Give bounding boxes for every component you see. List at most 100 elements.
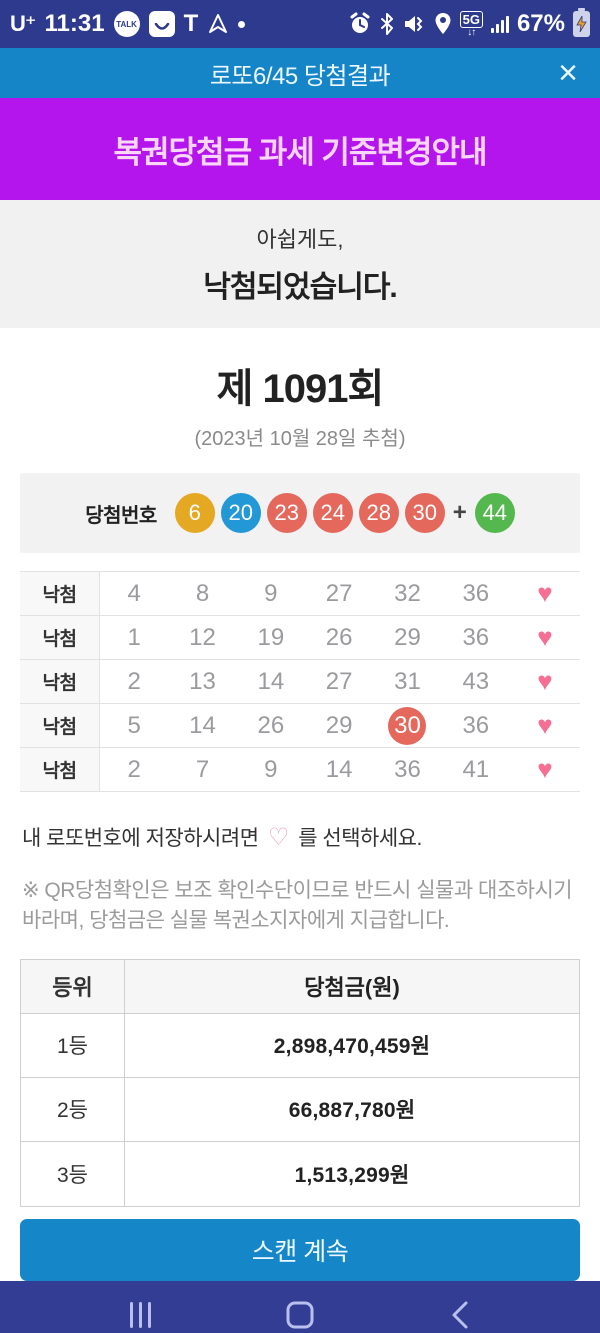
prize-amount: 2,898,470,459원 [273,1035,431,1059]
save-hint-text: 내 로또번호에 저장하시려면 ♡ 를 선택하세요. [22,822,578,852]
ticket-number: 32 [394,579,421,607]
winning-ball-1: 6 [174,493,215,533]
prize-rank: 1등 [21,1013,125,1077]
page-title: 로또6/45 당첨결과 [209,62,391,90]
ticket-row-4: 낙첨 5 14 26 29 30 36 ♥ [20,704,580,748]
ticket-number: 13 [189,667,216,695]
ticket-result-label: 낙첨 [20,660,100,703]
prize-row-1: 1등 2,898,470,459원 [21,1013,579,1078]
status-time: 11:31 [44,10,105,37]
winning-numbers-label: 당첨번호 [85,504,157,527]
ticket-number: 43 [462,667,490,695]
save-heart-button-4[interactable]: ♥ [537,710,553,740]
ticket-number: 1 [127,623,141,651]
5g-network-icon: 5G ↓↑ [459,10,483,38]
scan-continue-button[interactable]: 스캔 계속 [20,1218,580,1281]
winning-ball-2: 20 [220,493,261,533]
ticket-number-matched: 30 [373,704,441,747]
ticket-row-5: 낙첨 2 7 9 14 36 41 ♥ [20,748,580,792]
ticket-number: 31 [394,667,421,695]
ticket-number: 36 [462,579,490,607]
vibrate-mute-icon [402,12,426,36]
app-header: 로또6/45 당첨결과 × [0,48,600,98]
ticket-row-2: 낙첨 1 12 19 26 29 36 ♥ [20,616,580,660]
tmap-icon: T [183,10,199,37]
home-icon[interactable] [260,1281,340,1333]
amount-header: 당첨금(원) [304,975,400,1001]
ticket-number: 4 [127,579,141,607]
ticket-number: 14 [257,667,285,695]
ticket-result-label: 낙첨 [20,748,100,791]
winning-balls: 6 20 23 24 28 30 + 44 [174,493,515,533]
ticket-number: 2 [127,667,141,695]
bluetooth-icon [380,12,394,36]
winning-ball-4: 24 [312,493,353,533]
ticket-number: 14 [325,755,353,783]
ticket-number: 36 [462,623,490,651]
draw-date: (2023년 10월 28일 추첨) [194,428,406,450]
winning-ball-3: 23 [266,493,307,533]
save-heart-button-3[interactable]: ♥ [537,666,553,696]
battery-percent-label: 67% [516,10,565,37]
android-nav-bar [0,1280,600,1333]
winning-ball-6: 30 [404,493,445,533]
ticket-number: 19 [257,623,285,651]
ticket-number: 29 [325,711,353,739]
back-icon[interactable] [420,1281,500,1333]
carrier-label: U⁺ [10,11,36,36]
signal-strength-icon [490,15,509,33]
save-heart-button-5[interactable]: ♥ [537,754,553,784]
tax-notice-banner[interactable]: 복권당첨금 과세 기준변경안내 [0,98,600,200]
ticket-number: 8 [195,579,210,607]
result-message: 아쉽게도, 낙첨되었습니다. [0,200,600,328]
matched-number-ball: 30 [388,706,427,745]
prize-row-3: 3등 1,513,299원 [21,1141,579,1206]
notification-dot-icon [238,20,246,28]
save-heart-button-2[interactable]: ♥ [537,622,553,652]
bonus-ball: 44 [474,493,515,533]
ticket-number: 36 [394,755,421,783]
save-hint-before: 내 로또번호에 저장하시려면 [22,827,259,850]
navigation-arrow-icon [207,13,229,35]
prize-rank: 3등 [21,1141,125,1206]
prize-table: 등위 당첨금(원) 1등 2,898,470,459원 2등 66,887,78… [20,958,580,1207]
winning-numbers-box: 당첨번호 6 20 23 24 28 30 + 44 [20,473,580,553]
ticket-number: 7 [195,755,210,783]
ticket-number: 14 [189,711,216,739]
ticket-number: 27 [325,667,353,695]
prize-amount: 66,887,780원 [288,1099,416,1123]
result-line1: 아쉽게도, [256,227,344,252]
prize-row-2: 2등 66,887,780원 [21,1077,579,1142]
close-icon[interactable]: × [558,54,578,92]
result-line2: 낙첨되었습니다. [203,271,398,304]
ticket-number: 9 [264,755,278,783]
store-smile-icon [148,11,175,37]
ticket-result-table: 낙첨 4 8 9 27 32 36 ♥ 낙첨 1 12 19 26 29 36 … [20,571,580,792]
ticket-result-label: 낙첨 [20,572,100,615]
banner-text: 복권당첨금 과세 기준변경안내 [113,134,488,170]
ticket-number: 27 [325,579,353,607]
ticket-number: 2 [127,755,141,783]
battery-charging-icon [573,8,590,37]
recents-icon[interactable] [100,1281,180,1333]
location-icon [434,12,452,36]
prize-amount: 1,513,299원 [294,1163,410,1187]
ticket-result-label: 낙첨 [20,704,100,747]
ticket-row-3: 낙첨 2 13 14 27 31 43 ♥ [20,660,580,704]
draw-info: 제 1091회 (2023년 10월 28일 추첨) [0,356,600,451]
ticket-number: 41 [462,755,490,783]
qr-notice-text: ※ QR당첨확인은 보조 확인수단이므로 반드시 실물과 대조하시기 바라며, … [22,879,573,933]
prize-rank: 2등 [21,1077,125,1141]
prize-table-header: 등위 당첨금(원) [21,959,579,1014]
ticket-number: 26 [257,711,285,739]
ticket-number: 5 [127,711,141,739]
ticket-number: 36 [462,711,490,739]
kakaotalk-icon: TALK [113,11,140,37]
winning-ball-5: 28 [358,493,399,533]
save-hint-after: 를 선택하세요. [298,827,422,850]
save-heart-button-1[interactable]: ♥ [537,578,553,608]
ticket-number: 9 [264,579,278,607]
draw-round-title: 제 1091회 [216,367,385,411]
ticket-number: 29 [394,623,421,651]
ticket-result-label: 낙첨 [20,616,100,659]
